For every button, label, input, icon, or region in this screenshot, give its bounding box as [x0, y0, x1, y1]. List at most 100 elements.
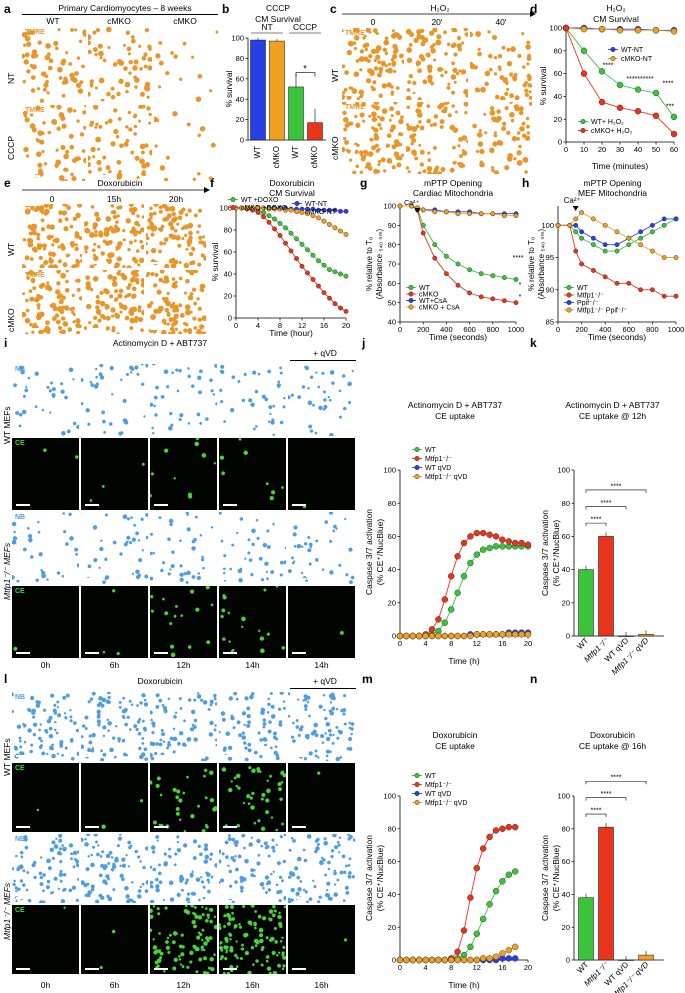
panel-j-legend-swatch: [414, 465, 420, 471]
panel-m-series-2-point: [460, 927, 468, 934]
panel-a-image-r1-c2: [88, 27, 152, 103]
panel-i-image-r4-c5: [288, 586, 355, 658]
panel-i-image-r3-c4: [219, 512, 286, 584]
panel-f-series-4-point: [332, 225, 338, 231]
panel-h-series-3-point: [650, 222, 655, 228]
panel-m-legend-swatch: [414, 782, 420, 788]
panel-d-series-2-point: [652, 27, 660, 34]
panel-m-xlabel: Time (h): [448, 980, 479, 990]
panel-m-xtick-label: 12: [473, 963, 481, 972]
panel-n-sig-bracket-3: [585, 780, 647, 785]
panel-i-image-r4-c3: [150, 586, 217, 658]
panel-j-series-4-point: [505, 631, 512, 638]
panel-letter-l: l: [4, 672, 8, 686]
panel-j-series-1-line: [400, 545, 528, 637]
panel-h-series-4-point: [626, 235, 632, 241]
panel-n-bar-2: [598, 826, 614, 961]
panel-m-series-4-point: [416, 956, 423, 964]
panel-a-image-r2-c1: TMRE: [22, 105, 86, 181]
panel-h-series-1-point: [661, 222, 667, 228]
panel-m-legend-item-1: WT: [425, 773, 437, 780]
panel-f-series-3-point: [332, 207, 338, 213]
panel-f-series-3-point: [327, 207, 332, 213]
panel-h-series-4-point: [602, 222, 608, 228]
panel-m-legend-swatch: [414, 773, 420, 779]
panel-f-series-2-point: [266, 219, 272, 225]
panel-l-image-r3-c5: [288, 834, 355, 903]
panel-f-series-4-point: [261, 205, 266, 211]
panel-g-series-4-point: [513, 213, 519, 219]
panel-i-image-r1-c1: NB: [12, 364, 79, 436]
panel-g-series-1-point: [443, 253, 449, 259]
scale-bar: [410, 94, 424, 96]
panel-j-legend-item-3: WT qVD: [425, 465, 451, 472]
panel-h-xtick-label: 800: [646, 325, 659, 334]
panel-k-sig-3: ****: [611, 483, 622, 490]
panel-g-ylabel1: % relative to T₀: [365, 237, 374, 291]
panel-j-series-4-point: [467, 632, 474, 640]
panel-g-series-2-point: [443, 271, 449, 277]
panel-g-sig-2: *: [519, 282, 522, 289]
panel-letter-k: k: [530, 336, 537, 350]
panel-f-series-2-point: [272, 226, 277, 232]
panel-j-legend-swatch: [414, 456, 420, 462]
panel-g-ca-label: Ca²⁺: [404, 200, 419, 207]
panel-m-series-4-point: [512, 943, 519, 951]
panel-a-header: Primary Cardiomyocytes – 8 weeks: [58, 3, 192, 13]
panel-n-sig-3: ****: [611, 775, 622, 782]
panel-j-ylabel1: Caspase 3/7 activation: [364, 509, 374, 595]
panel-m-series-4-point: [473, 956, 480, 964]
panel-g-ytick-label: 80: [388, 240, 396, 249]
panel-j-ytick-label: 100: [383, 466, 396, 475]
panel-h-ytick-label: 95: [546, 253, 554, 262]
panel-j-series-1-point: [492, 543, 500, 550]
panel-b-ytick-label: 40: [236, 95, 244, 104]
panel-j-series-2-point: [512, 539, 519, 547]
panel-l-header: Doxorubicin: [137, 676, 183, 686]
panel-m-series-4-point: [403, 956, 410, 964]
panel-d-ytick-label: 60: [554, 69, 562, 78]
panel-j-series-1-point: [460, 573, 468, 580]
panel-e-image-r1-c3: [146, 204, 206, 268]
panel-l-image-r3-c1: NB: [12, 834, 79, 903]
panel-b-ytick-label: 100: [231, 34, 244, 43]
panel-m-xtick-label: 4: [424, 963, 428, 972]
panel-d-series-4-point: [616, 104, 624, 112]
panel-e-header: Doxorubicin: [97, 178, 143, 188]
panel-d-series-3-point: [580, 47, 588, 54]
panel-h-ca-arrow: [572, 206, 579, 211]
panel-k-ytick-label: 40: [562, 565, 570, 574]
panel-h-legend-item-1: WT: [577, 285, 589, 292]
panel-d-sig-3: ****: [663, 81, 674, 88]
panel-f-series-1-point: [338, 271, 343, 277]
panel-h-xtick-label: 0: [556, 325, 560, 334]
panel-h-legend-item-3: Ppif⁻/⁻: [577, 300, 599, 307]
panel-l-image-r4-c1: CE: [12, 905, 79, 974]
scale-bar: [292, 755, 306, 757]
panel-h-title2: MEF Mitochondria: [578, 188, 647, 198]
panel-f-series-4-point: [310, 213, 316, 219]
scale-bar: [292, 430, 306, 432]
panel-f-series-2-point: [316, 283, 321, 289]
panel-d-series-4-point: [598, 98, 606, 106]
panel-k-sig-2: ****: [601, 500, 612, 507]
panel-b-bar-2: [269, 40, 285, 141]
panel-j-series-4-point: [486, 631, 493, 638]
panel-d-series-2-point: [598, 25, 606, 33]
panel-j-xtick-label: 0: [398, 639, 402, 648]
panel-n-title1: Doxorubicin: [590, 730, 635, 740]
panel-h-legend-swatch: [566, 285, 572, 291]
panel-c-arrow-head: [530, 11, 536, 17]
panel-b-xlabel-4: cMKO: [310, 146, 319, 168]
scale-bar: [85, 755, 99, 757]
panel-g-xtick-label: 400: [440, 325, 453, 334]
panel-k-xlabel-1: WT: [575, 636, 590, 651]
panel-g-series-1-point: [432, 242, 438, 248]
scale-bar: [85, 578, 99, 580]
panel-d-series-4-point: [562, 24, 570, 32]
panel-j-series-4-point: [518, 631, 525, 638]
panel-d-sig-1: ****: [603, 62, 614, 69]
panel-d-legend-bottom-item-2: cMKO+ H₂O₂: [591, 128, 633, 135]
panel-i-image-r2-c4: [219, 438, 286, 510]
scale-bar: [154, 968, 168, 970]
